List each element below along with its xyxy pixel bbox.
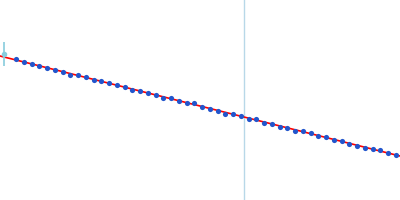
Point [152, 93, 159, 96]
Point [129, 88, 136, 92]
Point [52, 68, 58, 71]
Point [199, 105, 205, 108]
Point [20, 61, 27, 64]
Point [230, 112, 236, 115]
Point [238, 115, 244, 118]
Point [284, 127, 291, 130]
Point [98, 80, 104, 83]
Point [214, 109, 221, 112]
Point [67, 73, 74, 76]
Point [75, 73, 81, 76]
Point [338, 139, 345, 143]
Point [246, 117, 252, 120]
Point [168, 96, 174, 99]
Point [36, 64, 42, 67]
Point [137, 89, 143, 92]
Point [323, 135, 330, 139]
Point [176, 99, 182, 102]
Point [261, 121, 267, 125]
Point [385, 151, 392, 154]
Point [184, 101, 190, 104]
Point [331, 138, 337, 141]
Point [106, 81, 112, 85]
Point [393, 154, 399, 157]
Point [121, 86, 128, 89]
Point [59, 70, 66, 73]
Point [292, 129, 298, 132]
Point [269, 122, 275, 125]
Point [308, 131, 314, 134]
Point [253, 118, 260, 121]
Point [82, 75, 89, 79]
Point [28, 62, 35, 65]
Point [44, 67, 50, 70]
Point [276, 126, 283, 129]
Point [13, 57, 19, 61]
Point [207, 108, 213, 111]
Point [90, 78, 97, 81]
Point [191, 102, 198, 105]
Point [377, 148, 384, 151]
Point [300, 129, 306, 132]
Point [362, 147, 368, 150]
Point [222, 112, 228, 115]
Point [346, 142, 353, 145]
Point [354, 145, 360, 148]
Point [160, 96, 166, 99]
Point [315, 134, 322, 137]
Point [370, 147, 376, 151]
Point [114, 84, 120, 87]
Point [145, 91, 151, 94]
